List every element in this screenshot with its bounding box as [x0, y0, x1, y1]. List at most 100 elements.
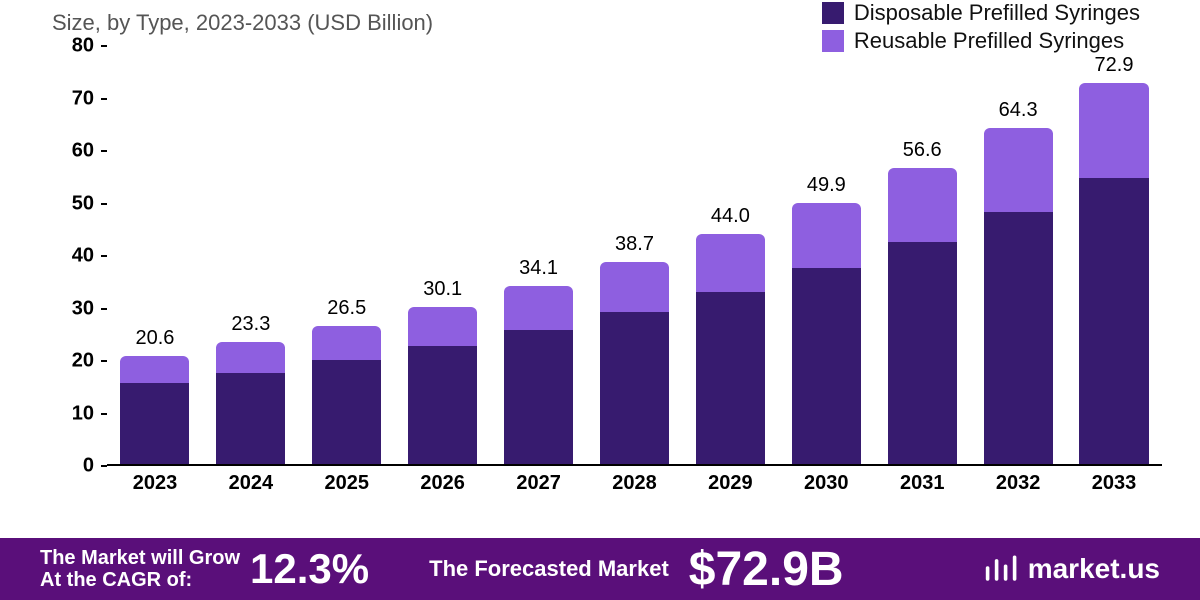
bar-segment-disposable: [696, 292, 765, 464]
y-tick-label: 30: [72, 297, 94, 320]
legend-swatch-icon: [822, 2, 844, 24]
bar: [696, 234, 765, 464]
y-tick: [101, 150, 107, 152]
bar-segment-disposable: [120, 383, 189, 464]
bar-segment-reusable: [600, 262, 669, 313]
y-tick-label: 80: [72, 35, 94, 58]
bar: [984, 128, 1053, 464]
x-tick-label: 2029: [682, 466, 778, 496]
chart-subtitle: Size, by Type, 2023-2033 (USD Billion): [52, 10, 433, 36]
bar-column: 26.5: [299, 46, 395, 464]
bar: [1079, 83, 1148, 464]
bar-total-label: 20.6: [135, 327, 174, 350]
footer-cagr-value: 12.3%: [250, 545, 369, 593]
bars-container: 20.6 23.3 26.5 30.1 34.1 38.7 44.0 49.9 56.6 64.3…: [107, 46, 1162, 464]
y-tick-label: 0: [83, 455, 94, 478]
bar: [312, 326, 381, 464]
footer-forecast-value: $72.9B: [689, 542, 844, 597]
bar-total-label: 56.6: [903, 139, 942, 162]
bar-segment-disposable: [984, 212, 1053, 464]
bar-column: 30.1: [395, 46, 491, 464]
x-tick-label: 2030: [778, 466, 874, 496]
x-tick-label: 2023: [107, 466, 203, 496]
x-tick-label: 2033: [1066, 466, 1162, 496]
bar-column: 23.3: [203, 46, 299, 464]
legend-item-disposable: Disposable Prefilled Syringes: [822, 0, 1140, 26]
bar-total-label: 49.9: [807, 174, 846, 197]
footer-banner: The Market will Grow At the CAGR of: 12.…: [0, 538, 1200, 600]
bar-segment-reusable: [504, 286, 573, 330]
bar-column: 38.7: [587, 46, 683, 464]
bar-segment-disposable: [1079, 178, 1148, 464]
y-tick: [101, 203, 107, 205]
bar-total-label: 72.9: [1095, 54, 1134, 77]
bar-column: 72.9: [1066, 46, 1162, 464]
bar-total-label: 38.7: [615, 233, 654, 256]
bar-column: 64.3: [970, 46, 1066, 464]
bar-column: 44.0: [682, 46, 778, 464]
bar-total-label: 34.1: [519, 257, 558, 280]
y-tick-label: 70: [72, 87, 94, 110]
y-tick: [101, 45, 107, 47]
bar-total-label: 23.3: [231, 313, 270, 336]
bar-segment-disposable: [600, 312, 669, 464]
y-tick-label: 40: [72, 245, 94, 268]
y-tick-label: 60: [72, 140, 94, 163]
bar: [504, 286, 573, 464]
y-axis: 01020304050607080: [52, 46, 102, 496]
bar-segment-reusable: [696, 234, 765, 291]
bar: [600, 262, 669, 464]
bar-segment-disposable: [504, 330, 573, 464]
bar-segment-reusable: [888, 168, 957, 242]
bar: [120, 356, 189, 464]
bar-segment-disposable: [216, 373, 285, 464]
bar-total-label: 44.0: [711, 205, 750, 228]
bar: [888, 168, 957, 464]
y-tick-label: 10: [72, 402, 94, 425]
x-tick-label: 2032: [970, 466, 1066, 496]
bar-segment-disposable: [792, 268, 861, 464]
footer-line: At the CAGR of:: [40, 569, 240, 591]
bar-segment-reusable: [1079, 83, 1148, 178]
bar-column: 56.6: [874, 46, 970, 464]
bar-column: 49.9: [778, 46, 874, 464]
x-tick-label: 2025: [299, 466, 395, 496]
brand-icon: [984, 555, 1020, 583]
x-tick-label: 2031: [874, 466, 970, 496]
bar-segment-reusable: [984, 128, 1053, 212]
y-tick: [101, 308, 107, 310]
x-tick-label: 2024: [203, 466, 299, 496]
bar-segment-reusable: [312, 326, 381, 360]
x-tick-label: 2026: [395, 466, 491, 496]
footer-cagr-caption: The Market will Grow At the CAGR of:: [40, 547, 240, 591]
bar-segment-reusable: [120, 356, 189, 383]
footer-line: The Market will Grow: [40, 547, 240, 569]
bar-segment-reusable: [792, 203, 861, 268]
bar-segment-reusable: [408, 307, 477, 346]
bar: [408, 307, 477, 464]
x-axis: 2023202420252026202720282029203020312032…: [107, 466, 1162, 496]
bar-column: 34.1: [491, 46, 587, 464]
bar-total-label: 26.5: [327, 297, 366, 320]
y-tick-label: 50: [72, 192, 94, 215]
legend-label: Disposable Prefilled Syringes: [854, 0, 1140, 26]
plot-area: 20.6 23.3 26.5 30.1 34.1 38.7 44.0 49.9 56.6 64.3…: [107, 46, 1162, 466]
bar-total-label: 64.3: [999, 99, 1038, 122]
bar: [792, 203, 861, 464]
x-tick-label: 2027: [491, 466, 587, 496]
bar-chart: 01020304050607080 20.623.326.530.134.138…: [52, 46, 1162, 496]
y-tick: [101, 360, 107, 362]
bar: [216, 342, 285, 464]
x-tick-label: 2028: [587, 466, 683, 496]
y-tick-label: 20: [72, 350, 94, 373]
y-tick: [101, 98, 107, 100]
bar-segment-disposable: [408, 346, 477, 464]
bar-total-label: 30.1: [423, 278, 462, 301]
bar-segment-disposable: [312, 360, 381, 464]
y-tick: [101, 255, 107, 257]
y-tick: [101, 413, 107, 415]
bar-column: 20.6: [107, 46, 203, 464]
footer-forecast-caption: The Forecasted Market: [429, 556, 669, 582]
bar-segment-disposable: [888, 242, 957, 464]
brand-text: market.us: [1028, 553, 1160, 585]
